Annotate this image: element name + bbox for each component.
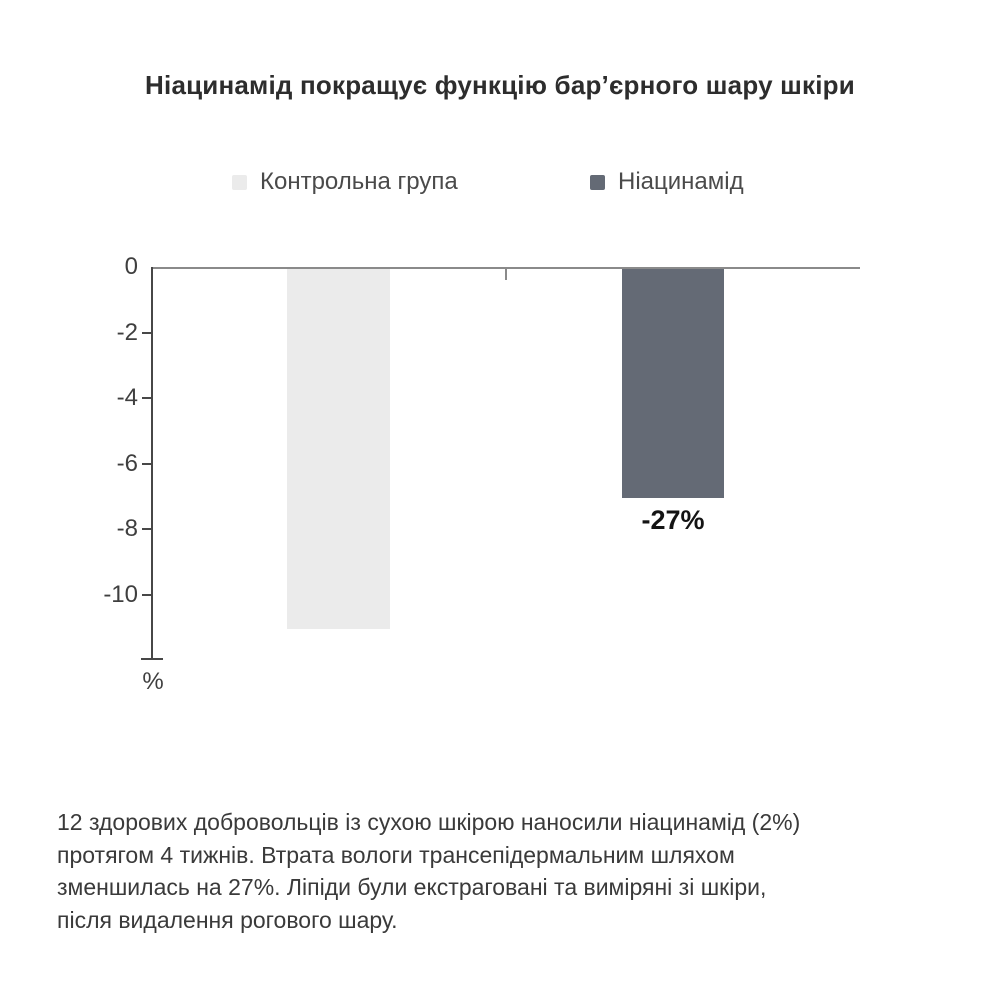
chart-title: Ніацинамід покращує функцію бар’єрного ш… bbox=[145, 70, 855, 100]
study-footnote: 12 здорових добровольців із сухою шкірою… bbox=[57, 806, 957, 936]
y-tick-label-8: -8 bbox=[116, 515, 138, 542]
legend-label-niacinamide: Ніацинамід bbox=[618, 168, 744, 195]
y-tick-label-2: -2 bbox=[116, 319, 138, 346]
y-tick-label-0: 0 bbox=[124, 253, 138, 280]
bar-value-label-niacinamide: -27% bbox=[641, 505, 705, 535]
y-tick-mark-8 bbox=[142, 528, 151, 530]
y-axis-unit-label: % bbox=[142, 668, 164, 695]
y-tick-mark-10 bbox=[142, 594, 151, 596]
y-tick-label-4: -4 bbox=[116, 384, 138, 411]
y-tick-mark-2 bbox=[142, 332, 151, 334]
x-axis-zero-line bbox=[151, 267, 860, 269]
y-tick-mark-6 bbox=[142, 463, 151, 465]
bar-control-group bbox=[287, 269, 390, 629]
y-tick-label-6: -6 bbox=[116, 450, 138, 477]
footnote-line: зменшилась на 27%. Ліпіди були екстрагов… bbox=[57, 874, 767, 900]
bar-niacinamide bbox=[622, 269, 724, 498]
y-tick-label-10: -10 bbox=[103, 581, 138, 608]
y-tick-mark-4 bbox=[142, 397, 151, 399]
legend-swatch-control-group bbox=[232, 174, 247, 190]
y-axis-bottom-tick bbox=[141, 658, 163, 660]
footnote-line: після видалення рогового шару. bbox=[57, 906, 398, 933]
footnote-line: 12 здорових добровольців із сухою шкірою… bbox=[57, 809, 801, 835]
legend-label-control-group: Контрольна група bbox=[260, 168, 458, 195]
legend-item-control-group: Контрольна група bbox=[232, 167, 458, 197]
legend-item-niacinamide: Ніацинамід bbox=[590, 167, 744, 197]
x-axis-category-tick bbox=[505, 269, 507, 280]
y-axis-line bbox=[151, 267, 153, 660]
footnote-line: протягом 4 тижнів. Втрата вологи трансеп… bbox=[57, 841, 735, 868]
legend-swatch-niacinamide bbox=[590, 174, 605, 190]
